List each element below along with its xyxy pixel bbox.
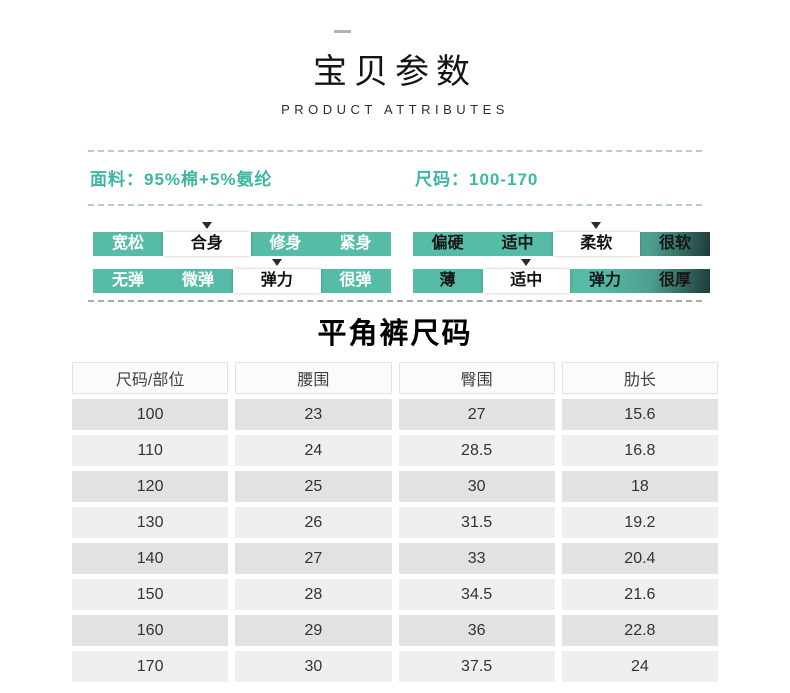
- elasticity-option-label: 很弹: [339, 272, 372, 289]
- attribute-scales: 宽松 合身 修身 紧身 无弹: [93, 222, 710, 293]
- table-cell: 110: [72, 435, 229, 466]
- thickness-option-label: 很厚: [658, 272, 691, 289]
- table-cell: 170: [72, 651, 229, 682]
- page-header: 宝贝参数 PRODUCT ATTRIBUTES: [0, 0, 790, 117]
- selected-indicator-icon: [271, 259, 282, 266]
- table-cell: 25: [235, 471, 392, 502]
- fit-option: 修身: [251, 232, 321, 256]
- table-cell: 33: [398, 543, 555, 574]
- fit-scale: 宽松 合身 修身 紧身: [93, 222, 391, 256]
- selected-indicator-icon: [201, 222, 212, 229]
- attribute-scales-right: 偏硬 适中 柔软 很软 薄: [412, 222, 710, 293]
- table-cell: 26: [235, 507, 392, 538]
- table-cell: 100: [72, 399, 229, 430]
- page-title: 宝贝参数: [313, 53, 477, 91]
- table-cell: 140: [72, 543, 229, 574]
- table-cell: 31.5: [398, 507, 555, 538]
- table-header-cell: 腰围: [235, 362, 392, 394]
- table-cell: 37.5: [398, 651, 555, 682]
- thickness-scale: 薄 适中 弹力 很厚: [412, 259, 710, 293]
- elasticity-option: 无弹: [93, 269, 163, 293]
- elasticity-scale: 无弹 微弹 弹力 很弹: [93, 259, 391, 293]
- table-cell: 29: [235, 615, 392, 646]
- softness-option-label: 适中: [501, 235, 534, 252]
- fit-option-label: 宽松: [111, 235, 144, 252]
- thickness-option: 很厚: [640, 269, 710, 293]
- table-cell: 20.4: [561, 543, 718, 574]
- section-divider: [88, 300, 702, 302]
- elasticity-option: 很弹: [321, 269, 391, 293]
- softness-option: 很软: [640, 232, 710, 256]
- table-cell: 130: [72, 507, 229, 538]
- fit-option-label: 合身: [190, 235, 223, 252]
- table-cell: 160: [72, 615, 229, 646]
- table-cell: 16.8: [561, 435, 718, 466]
- table-header-cell: 臀围: [398, 362, 555, 394]
- table-cell: 22.8: [561, 615, 718, 646]
- thickness-option: 适中: [482, 259, 570, 293]
- fit-option: 合身: [163, 222, 251, 256]
- attribute-scales-left: 宽松 合身 修身 紧身 无弹: [93, 222, 391, 293]
- table-cell: 18: [561, 471, 718, 502]
- thickness-option-label: 薄: [439, 272, 456, 289]
- elasticity-option-label: 弹力: [260, 272, 293, 289]
- table-cell: 34.5: [398, 579, 555, 610]
- softness-option-label: 偏硬: [431, 235, 464, 252]
- softness-option: 偏硬: [413, 232, 483, 256]
- fit-option: 宽松: [93, 232, 163, 256]
- table-cell: 24: [561, 651, 718, 682]
- table-cell: 15.6: [561, 399, 718, 430]
- table-cell: 28: [235, 579, 392, 610]
- thickness-option: 弹力: [570, 269, 640, 293]
- size-range-info: 尺码：100-170: [415, 170, 539, 189]
- selected-indicator-icon: [521, 259, 532, 266]
- thickness-option: 薄: [413, 269, 483, 293]
- size-table: 尺码/部位 腰围 臀围 肋长 100 23 27 15.6 110 24 28.…: [72, 362, 718, 682]
- elasticity-option-label: 无弹: [111, 272, 144, 289]
- table-cell: 30: [398, 471, 555, 502]
- decorative-dash: [334, 30, 351, 33]
- table-cell: 30: [235, 651, 392, 682]
- size-table-title: 平角裤尺码: [317, 318, 473, 350]
- elasticity-option: 弹力: [233, 259, 321, 293]
- table-cell: 27: [235, 543, 392, 574]
- softness-option-label: 很软: [658, 235, 691, 252]
- softness-option: 柔软: [552, 222, 640, 256]
- table-cell: 21.6: [561, 579, 718, 610]
- table-cell: 19.2: [561, 507, 718, 538]
- table-cell: 120: [72, 471, 229, 502]
- softness-option-label: 柔软: [580, 235, 613, 252]
- table-header-cell: 肋长: [561, 362, 718, 394]
- fit-option: 紧身: [321, 232, 391, 256]
- fabric-size-info: 面料：95%棉+5%氨纶 尺码：100-170: [88, 150, 702, 206]
- softness-option: 适中: [483, 232, 553, 256]
- table-cell: 150: [72, 579, 229, 610]
- fabric-info: 面料：95%棉+5%氨纶: [90, 170, 273, 189]
- fit-option-label: 紧身: [339, 235, 372, 252]
- selected-indicator-icon: [591, 222, 602, 229]
- table-cell: 36: [398, 615, 555, 646]
- table-cell: 27: [398, 399, 555, 430]
- softness-scale: 偏硬 适中 柔软 很软: [412, 222, 710, 256]
- page-subtitle: PRODUCT ATTRIBUTES: [281, 102, 509, 117]
- thickness-option-label: 适中: [510, 272, 543, 289]
- table-header-cell: 尺码/部位: [72, 362, 229, 394]
- elasticity-option: 微弹: [163, 269, 233, 293]
- fit-option-label: 修身: [269, 235, 302, 252]
- elasticity-option-label: 微弹: [181, 272, 214, 289]
- table-cell: 23: [235, 399, 392, 430]
- table-cell: 24: [235, 435, 392, 466]
- thickness-option-label: 弹力: [588, 272, 621, 289]
- table-cell: 28.5: [398, 435, 555, 466]
